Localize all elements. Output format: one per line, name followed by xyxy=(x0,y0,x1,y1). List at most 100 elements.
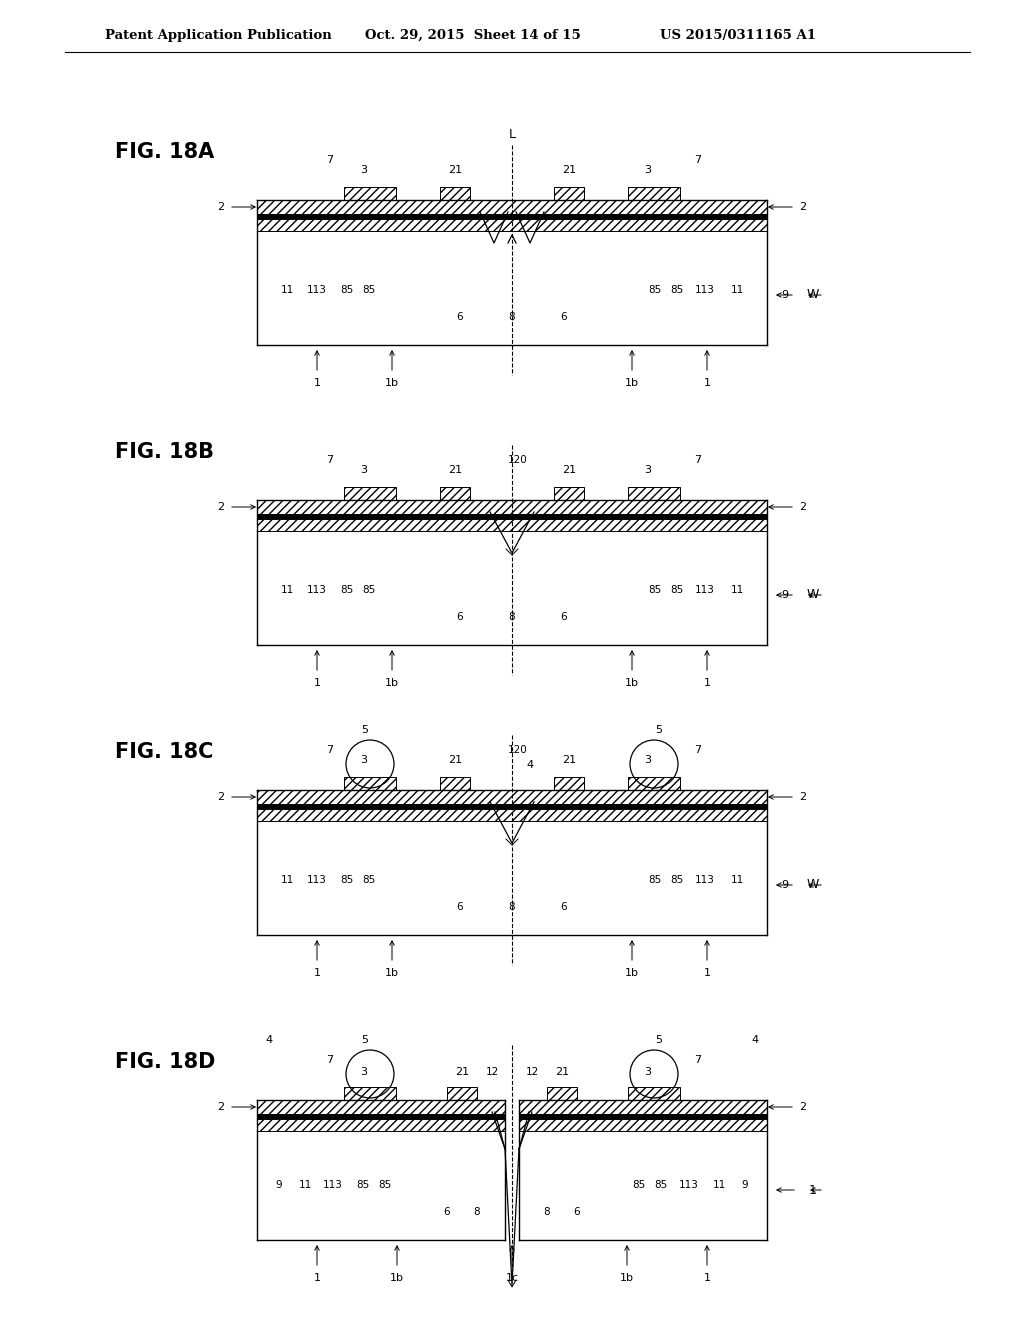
Text: 7: 7 xyxy=(694,1055,701,1065)
Text: 4: 4 xyxy=(752,1035,759,1045)
Text: 8: 8 xyxy=(474,1206,480,1217)
Text: 6: 6 xyxy=(561,902,567,912)
Bar xyxy=(628,1086,680,1100)
Text: 11: 11 xyxy=(730,585,743,595)
Text: 5: 5 xyxy=(655,1035,663,1045)
Text: 8: 8 xyxy=(509,612,515,622)
Text: 1: 1 xyxy=(703,678,711,688)
Text: 7: 7 xyxy=(327,455,334,465)
Text: 85: 85 xyxy=(379,1180,391,1191)
Text: W: W xyxy=(807,589,819,602)
Bar xyxy=(344,777,396,789)
Text: 8: 8 xyxy=(509,312,515,322)
Text: FIG. 18B: FIG. 18B xyxy=(115,442,214,462)
Text: 113: 113 xyxy=(307,285,327,294)
Text: 1b: 1b xyxy=(385,968,399,978)
Text: 21: 21 xyxy=(447,465,462,475)
Text: 5: 5 xyxy=(361,1035,369,1045)
Text: 85: 85 xyxy=(362,875,376,884)
Text: 1: 1 xyxy=(313,678,321,688)
Text: 85: 85 xyxy=(633,1180,645,1191)
Bar xyxy=(257,500,767,513)
Text: 2: 2 xyxy=(800,202,807,213)
Text: 9: 9 xyxy=(781,880,788,890)
Text: 85: 85 xyxy=(340,585,353,595)
Bar xyxy=(344,487,396,500)
Text: 21: 21 xyxy=(562,465,577,475)
Text: 113: 113 xyxy=(695,585,715,595)
Text: 3: 3 xyxy=(360,465,368,475)
Text: 9: 9 xyxy=(741,1180,749,1191)
Text: 6: 6 xyxy=(457,612,463,622)
Text: 4: 4 xyxy=(526,760,534,770)
Text: 11: 11 xyxy=(713,1180,726,1191)
Text: 85: 85 xyxy=(671,285,684,294)
Text: L: L xyxy=(509,128,515,141)
Text: 11: 11 xyxy=(298,1180,311,1191)
Text: 21: 21 xyxy=(555,1067,569,1077)
Bar xyxy=(257,214,767,219)
Text: 120: 120 xyxy=(508,744,528,755)
Bar xyxy=(257,513,767,519)
Text: 1b: 1b xyxy=(390,1272,404,1283)
Text: 9: 9 xyxy=(781,590,788,601)
Bar xyxy=(519,1100,767,1114)
Text: 7: 7 xyxy=(327,744,334,755)
Text: 120: 120 xyxy=(508,455,528,465)
Text: 2: 2 xyxy=(217,1102,224,1111)
Text: 85: 85 xyxy=(671,875,684,884)
Text: Oct. 29, 2015  Sheet 14 of 15: Oct. 29, 2015 Sheet 14 of 15 xyxy=(365,29,581,41)
Text: 2: 2 xyxy=(800,1102,807,1111)
Text: 11: 11 xyxy=(281,585,294,595)
Bar xyxy=(628,777,680,789)
Text: 11: 11 xyxy=(730,285,743,294)
Bar xyxy=(554,187,584,201)
Text: 113: 113 xyxy=(695,875,715,884)
Bar xyxy=(344,1086,396,1100)
Text: 1: 1 xyxy=(809,1184,817,1196)
Bar xyxy=(547,1086,577,1100)
Bar xyxy=(257,1119,505,1131)
Text: 3: 3 xyxy=(360,755,368,766)
Text: 12: 12 xyxy=(525,1067,539,1077)
Text: FIG. 18A: FIG. 18A xyxy=(115,143,214,162)
Text: 113: 113 xyxy=(307,875,327,884)
Text: 6: 6 xyxy=(457,902,463,912)
Text: 2: 2 xyxy=(217,502,224,512)
Text: 6: 6 xyxy=(561,612,567,622)
Text: 7: 7 xyxy=(694,154,701,165)
Text: 1: 1 xyxy=(703,378,711,388)
Text: 85: 85 xyxy=(356,1180,370,1191)
Text: 3: 3 xyxy=(644,165,651,176)
Text: 12: 12 xyxy=(485,1067,499,1077)
Text: 3: 3 xyxy=(644,755,651,766)
Text: W: W xyxy=(807,879,819,891)
Text: 113: 113 xyxy=(323,1180,343,1191)
Text: 113: 113 xyxy=(679,1180,699,1191)
Text: 21: 21 xyxy=(447,755,462,766)
Bar xyxy=(257,1100,505,1114)
Text: 9: 9 xyxy=(781,290,788,300)
Text: 1b: 1b xyxy=(625,378,639,388)
Text: 1: 1 xyxy=(313,1272,321,1283)
Bar xyxy=(554,487,584,500)
Text: 85: 85 xyxy=(648,585,662,595)
Bar xyxy=(257,519,767,531)
Text: 85: 85 xyxy=(362,585,376,595)
Text: W: W xyxy=(807,289,819,301)
Text: 1b: 1b xyxy=(625,968,639,978)
Bar xyxy=(628,187,680,201)
Bar xyxy=(257,809,767,821)
Text: 3: 3 xyxy=(644,465,651,475)
Bar xyxy=(447,1086,477,1100)
Text: 85: 85 xyxy=(671,585,684,595)
Text: 8: 8 xyxy=(509,902,515,912)
Text: 7: 7 xyxy=(327,1055,334,1065)
Text: 2: 2 xyxy=(800,502,807,512)
Text: 6: 6 xyxy=(443,1206,451,1217)
Text: 6: 6 xyxy=(457,312,463,322)
Text: 1b: 1b xyxy=(625,678,639,688)
Text: Patent Application Publication: Patent Application Publication xyxy=(105,29,332,41)
Text: 85: 85 xyxy=(654,1180,668,1191)
Text: 1: 1 xyxy=(313,378,321,388)
